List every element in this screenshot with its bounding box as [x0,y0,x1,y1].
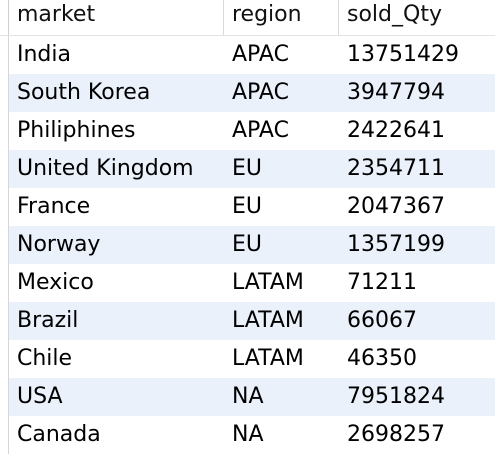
cell-sold-qty[interactable]: 46350 [347,346,417,371]
cell-market[interactable]: France [17,194,91,219]
table-row[interactable]: India APAC 13751429 [0,36,495,74]
cell-market[interactable]: USA [17,384,63,409]
cell-sold-qty[interactable]: 2354711 [347,156,445,181]
cell-region[interactable]: NA [232,384,264,409]
row-selector[interactable] [0,264,9,302]
column-header-sold-qty[interactable]: sold_Qty [347,2,442,27]
row-selector[interactable] [0,112,9,150]
cell-market[interactable]: United Kingdom [17,156,194,181]
cell-market[interactable]: Mexico [17,270,94,295]
cell-sold-qty[interactable]: 7951824 [347,384,445,409]
column-header-region[interactable]: region [224,0,339,35]
row-selector[interactable] [0,188,9,226]
table-row[interactable]: Canada NA 2698257 [0,416,495,454]
cell-market[interactable]: Norway [17,232,101,257]
row-selector-header[interactable] [0,0,9,35]
row-selector[interactable] [0,340,9,378]
table-row[interactable]: Mexico LATAM 71211 [0,264,495,302]
table-row[interactable]: South Korea APAC 3947794 [0,74,495,112]
cell-market[interactable]: South Korea [17,80,151,105]
row-selector[interactable] [0,302,9,340]
table-row[interactable]: United Kingdom EU 2354711 [0,150,495,188]
row-selector[interactable] [0,150,9,188]
cell-market[interactable]: Canada [17,422,101,447]
cell-sold-qty[interactable]: 3947794 [347,80,445,105]
row-selector[interactable] [0,378,9,416]
cell-sold-qty[interactable]: 2422641 [347,118,445,143]
grid-header-row: market region sold_Qty [0,0,495,36]
cell-sold-qty[interactable]: 71211 [347,270,417,295]
row-selector[interactable] [0,74,9,112]
cell-sold-qty[interactable]: 13751429 [347,42,459,67]
cell-region[interactable]: LATAM [232,308,304,333]
cell-sold-qty[interactable]: 66067 [347,308,417,333]
cell-region[interactable]: LATAM [232,346,304,371]
cell-region[interactable]: EU [232,156,263,181]
table-row[interactable]: Chile LATAM 46350 [0,340,495,378]
cell-region[interactable]: LATAM [232,270,304,295]
table-row[interactable]: USA NA 7951824 [0,378,495,416]
cell-region[interactable]: NA [232,422,264,447]
cell-region[interactable]: APAC [232,80,289,105]
cell-region[interactable]: EU [232,232,263,257]
table-row[interactable]: Brazil LATAM 66067 [0,302,495,340]
table-row[interactable]: Philiphines APAC 2422641 [0,112,495,150]
table-row[interactable]: France EU 2047367 [0,188,495,226]
cell-region[interactable]: EU [232,194,263,219]
row-selector[interactable] [0,416,9,454]
grid-bottom-edge [0,454,495,456]
table-row[interactable]: Norway EU 1357199 [0,226,495,264]
cell-market[interactable]: India [17,42,71,67]
cell-market[interactable]: Brazil [17,308,79,333]
cell-sold-qty[interactable]: 2047367 [347,194,445,219]
column-header-market[interactable]: market [9,0,224,35]
cell-market[interactable]: Philiphines [17,118,136,143]
cell-market[interactable]: Chile [17,346,73,371]
cell-sold-qty[interactable]: 2698257 [347,422,445,447]
row-selector[interactable] [0,226,9,264]
cell-region[interactable]: APAC [232,42,289,67]
cell-region[interactable]: APAC [232,118,289,143]
row-selector[interactable] [0,36,9,74]
cell-sold-qty[interactable]: 1357199 [347,232,445,257]
